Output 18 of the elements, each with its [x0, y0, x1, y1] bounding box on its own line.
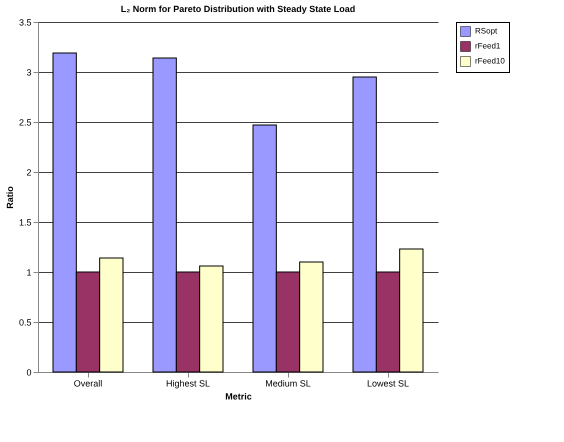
- x-tick-label: Lowest SL: [366, 378, 410, 388]
- x-axis-title: Metric: [225, 392, 252, 402]
- y-axis-title: Ratio: [4, 186, 15, 209]
- y-tick-label: 3.5: [18, 18, 32, 28]
- legend-label: rFeed1: [475, 42, 501, 50]
- chart-title: L₂ Norm for Pareto Distribution with Steady State Load: [120, 4, 356, 14]
- y-tick-label: 2.5: [18, 118, 32, 128]
- legend-label: RSopt: [475, 26, 498, 36]
- y-tick-label: 1: [26, 268, 32, 278]
- y-tick-label: 2: [26, 168, 32, 178]
- y-tick-label: 0.5: [18, 318, 32, 328]
- y-tick-label: 0: [26, 368, 32, 378]
- y-tick-label: 3: [26, 68, 32, 78]
- y-tick-label: 1.5: [18, 218, 32, 228]
- x-tick-label: Medium SL: [265, 378, 311, 388]
- x-tick-label: Overall: [74, 378, 102, 388]
- legend-label: rFeed10: [475, 56, 506, 66]
- x-tick-label: Highest SL: [166, 378, 210, 388]
